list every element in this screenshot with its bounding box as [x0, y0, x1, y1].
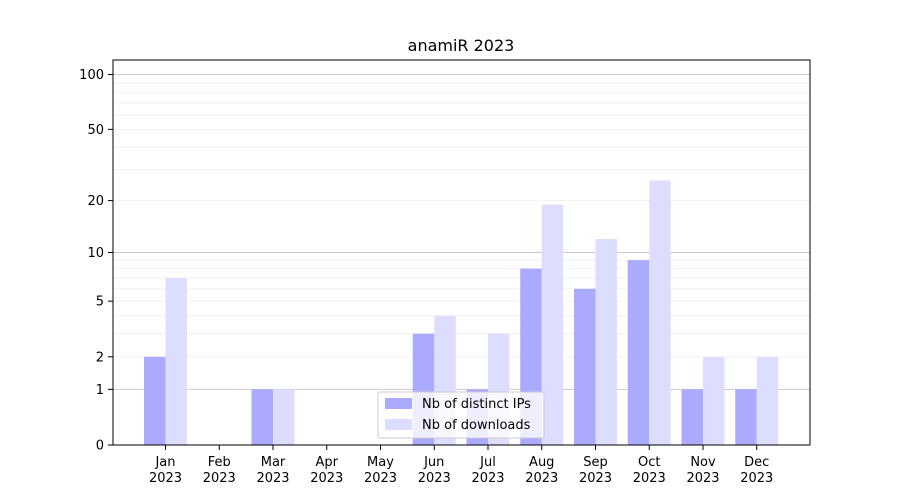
legend-box: [377, 391, 545, 439]
y-tick-label: 5: [96, 295, 104, 310]
x-tick-label: Dec 2023: [740, 455, 773, 486]
bar-distinct-ips: [735, 389, 757, 445]
legend-swatch-distinct-ips: [385, 398, 412, 409]
chart-title: anamiR 2023: [408, 36, 515, 55]
x-tick-label: Apr 2023: [310, 455, 343, 486]
bar-downloads: [273, 389, 295, 445]
y-tick-label: 50: [87, 123, 104, 138]
y-axis: 0 1 2 5 10 20 50 100: [79, 68, 113, 454]
y-tick-label: 1: [96, 383, 104, 398]
bar-downloads: [703, 356, 725, 445]
y-tick-label: 10: [87, 246, 104, 261]
legend-label-distinct-ips: Nb of distinct IPs: [422, 397, 531, 412]
bar-distinct-ips: [627, 260, 650, 445]
x-tick-label: Mar 2023: [256, 455, 289, 486]
x-tick-label: Feb 2023: [203, 455, 236, 486]
x-tick-label: Aug 2023: [525, 455, 558, 486]
x-tick-label: Jun 2023: [418, 455, 451, 486]
x-tick-label: Jan 2023: [149, 455, 182, 486]
bar-downloads: [165, 278, 187, 445]
grid-lines: [113, 74, 810, 390]
bar-downloads: [756, 356, 779, 445]
legend: Nb of distinct IPs Nb of downloads: [377, 391, 545, 439]
bar-downloads: [595, 239, 617, 445]
bar-distinct-ips: [681, 389, 703, 445]
x-tick-label: May 2023: [364, 455, 397, 486]
bar-distinct-ips: [574, 288, 596, 445]
y-tick-label: 100: [79, 68, 104, 83]
x-tick-label: Nov 2023: [686, 455, 719, 486]
x-axis: Jan 2023 Feb 2023 Mar 2023 Apr 2023 May 2023 Jun 20…: [149, 445, 773, 486]
bar-downloads: [541, 204, 564, 445]
y-tick-label: 0: [96, 439, 104, 454]
bar-distinct-ips: [144, 356, 166, 445]
y-tick-label: 2: [96, 350, 104, 365]
x-tick-label: Sep 2023: [579, 455, 612, 486]
bar-downloads: [649, 180, 671, 446]
x-tick-label: Oct 2023: [633, 455, 666, 486]
x-tick-label: Jul 2023: [471, 455, 504, 486]
y-tick-label: 20: [87, 194, 104, 209]
legend-label-downloads: Nb of downloads: [422, 418, 531, 433]
bar-distinct-ips: [251, 389, 273, 445]
legend-swatch-downloads: [385, 419, 412, 430]
